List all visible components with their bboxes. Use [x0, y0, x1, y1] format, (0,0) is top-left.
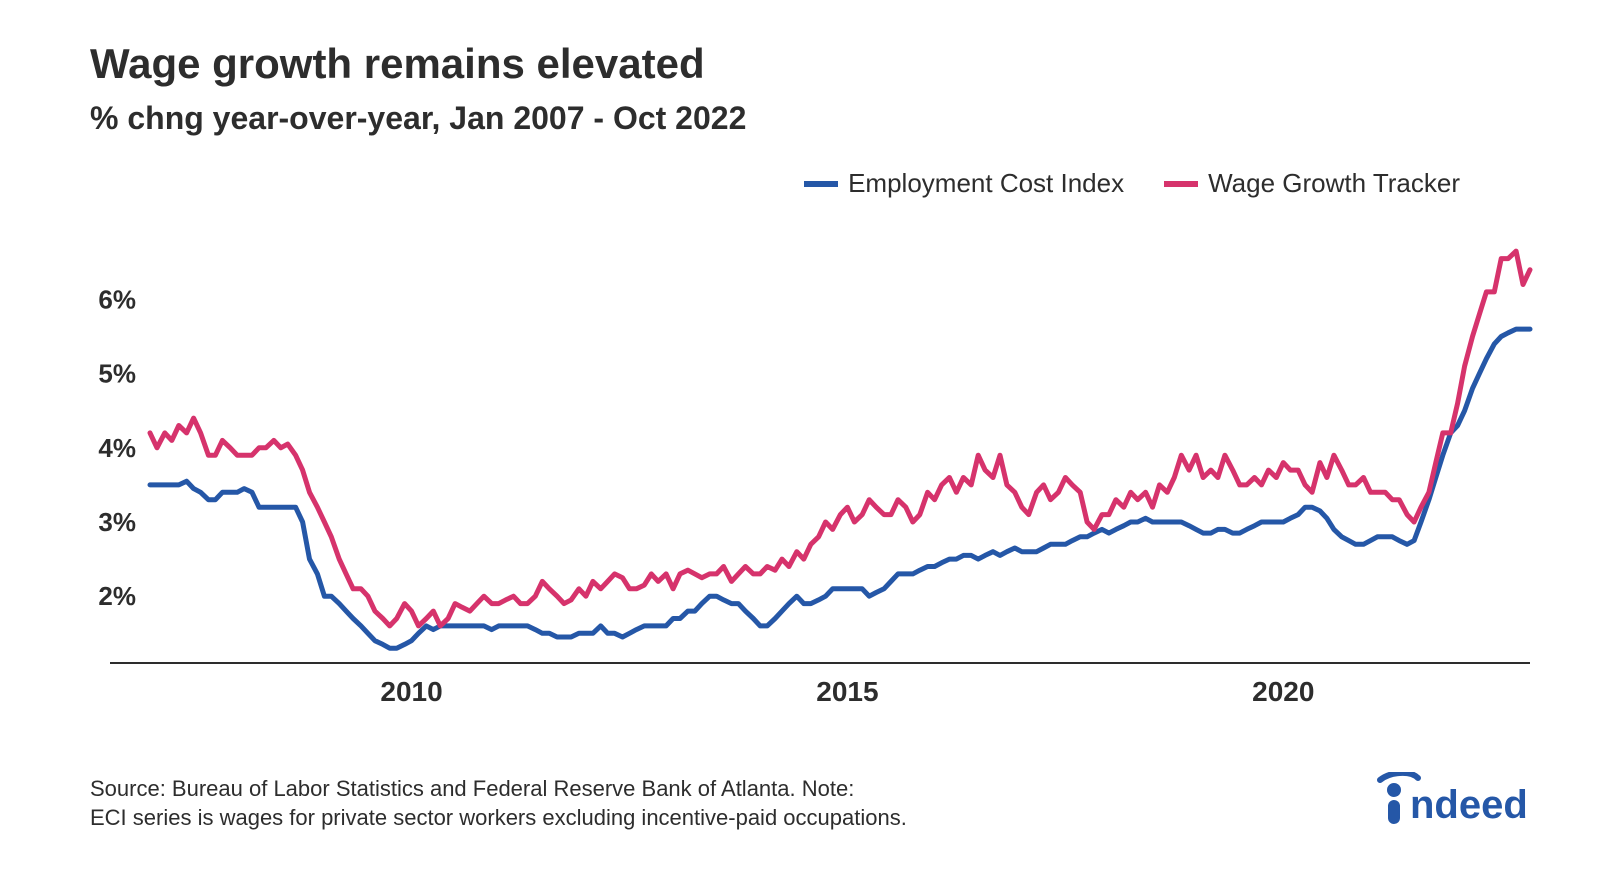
source-note: Source: Bureau of Labor Statistics and F… — [90, 774, 907, 833]
chart-title: Wage growth remains elevated — [90, 40, 1540, 88]
y-tick-label: 3% — [98, 507, 136, 537]
legend-label-wgt: Wage Growth Tracker — [1208, 168, 1460, 199]
legend-item-eci: Employment Cost Index — [804, 168, 1124, 199]
legend-label-eci: Employment Cost Index — [848, 168, 1124, 199]
y-tick-label: 4% — [98, 433, 136, 463]
chart-plot-area: 2% 3% 4% 5% 6% 2010 2015 2020 — [90, 230, 1540, 713]
x-tick-label: 2020 — [1252, 676, 1314, 707]
chart-container: Wage growth remains elevated % chng year… — [0, 0, 1600, 873]
legend-swatch-wgt — [1164, 181, 1198, 187]
chart-svg: 2% 3% 4% 5% 6% 2010 2015 2020 — [90, 230, 1540, 713]
source-line1: Source: Bureau of Labor Statistics and F… — [90, 776, 854, 801]
brand-logo: ndeed — [1370, 772, 1540, 833]
chart-subtitle: % chng year-over-year, Jan 2007 - Oct 20… — [90, 100, 1540, 137]
series-line — [150, 251, 1530, 626]
y-tick-label: 2% — [98, 581, 136, 611]
x-tick-label: 2010 — [380, 676, 442, 707]
legend: Employment Cost Index Wage Growth Tracke… — [804, 168, 1460, 199]
legend-item-wgt: Wage Growth Tracker — [1164, 168, 1460, 199]
source-line2: ECI series is wages for private sector w… — [90, 805, 907, 830]
x-tick-label: 2015 — [816, 676, 878, 707]
y-tick-label: 6% — [98, 284, 136, 314]
series-line — [150, 329, 1530, 648]
brand-text: ndeed — [1410, 783, 1528, 827]
y-tick-label: 5% — [98, 359, 136, 389]
indeed-logo-icon: ndeed — [1370, 772, 1540, 828]
legend-swatch-eci — [804, 181, 838, 187]
